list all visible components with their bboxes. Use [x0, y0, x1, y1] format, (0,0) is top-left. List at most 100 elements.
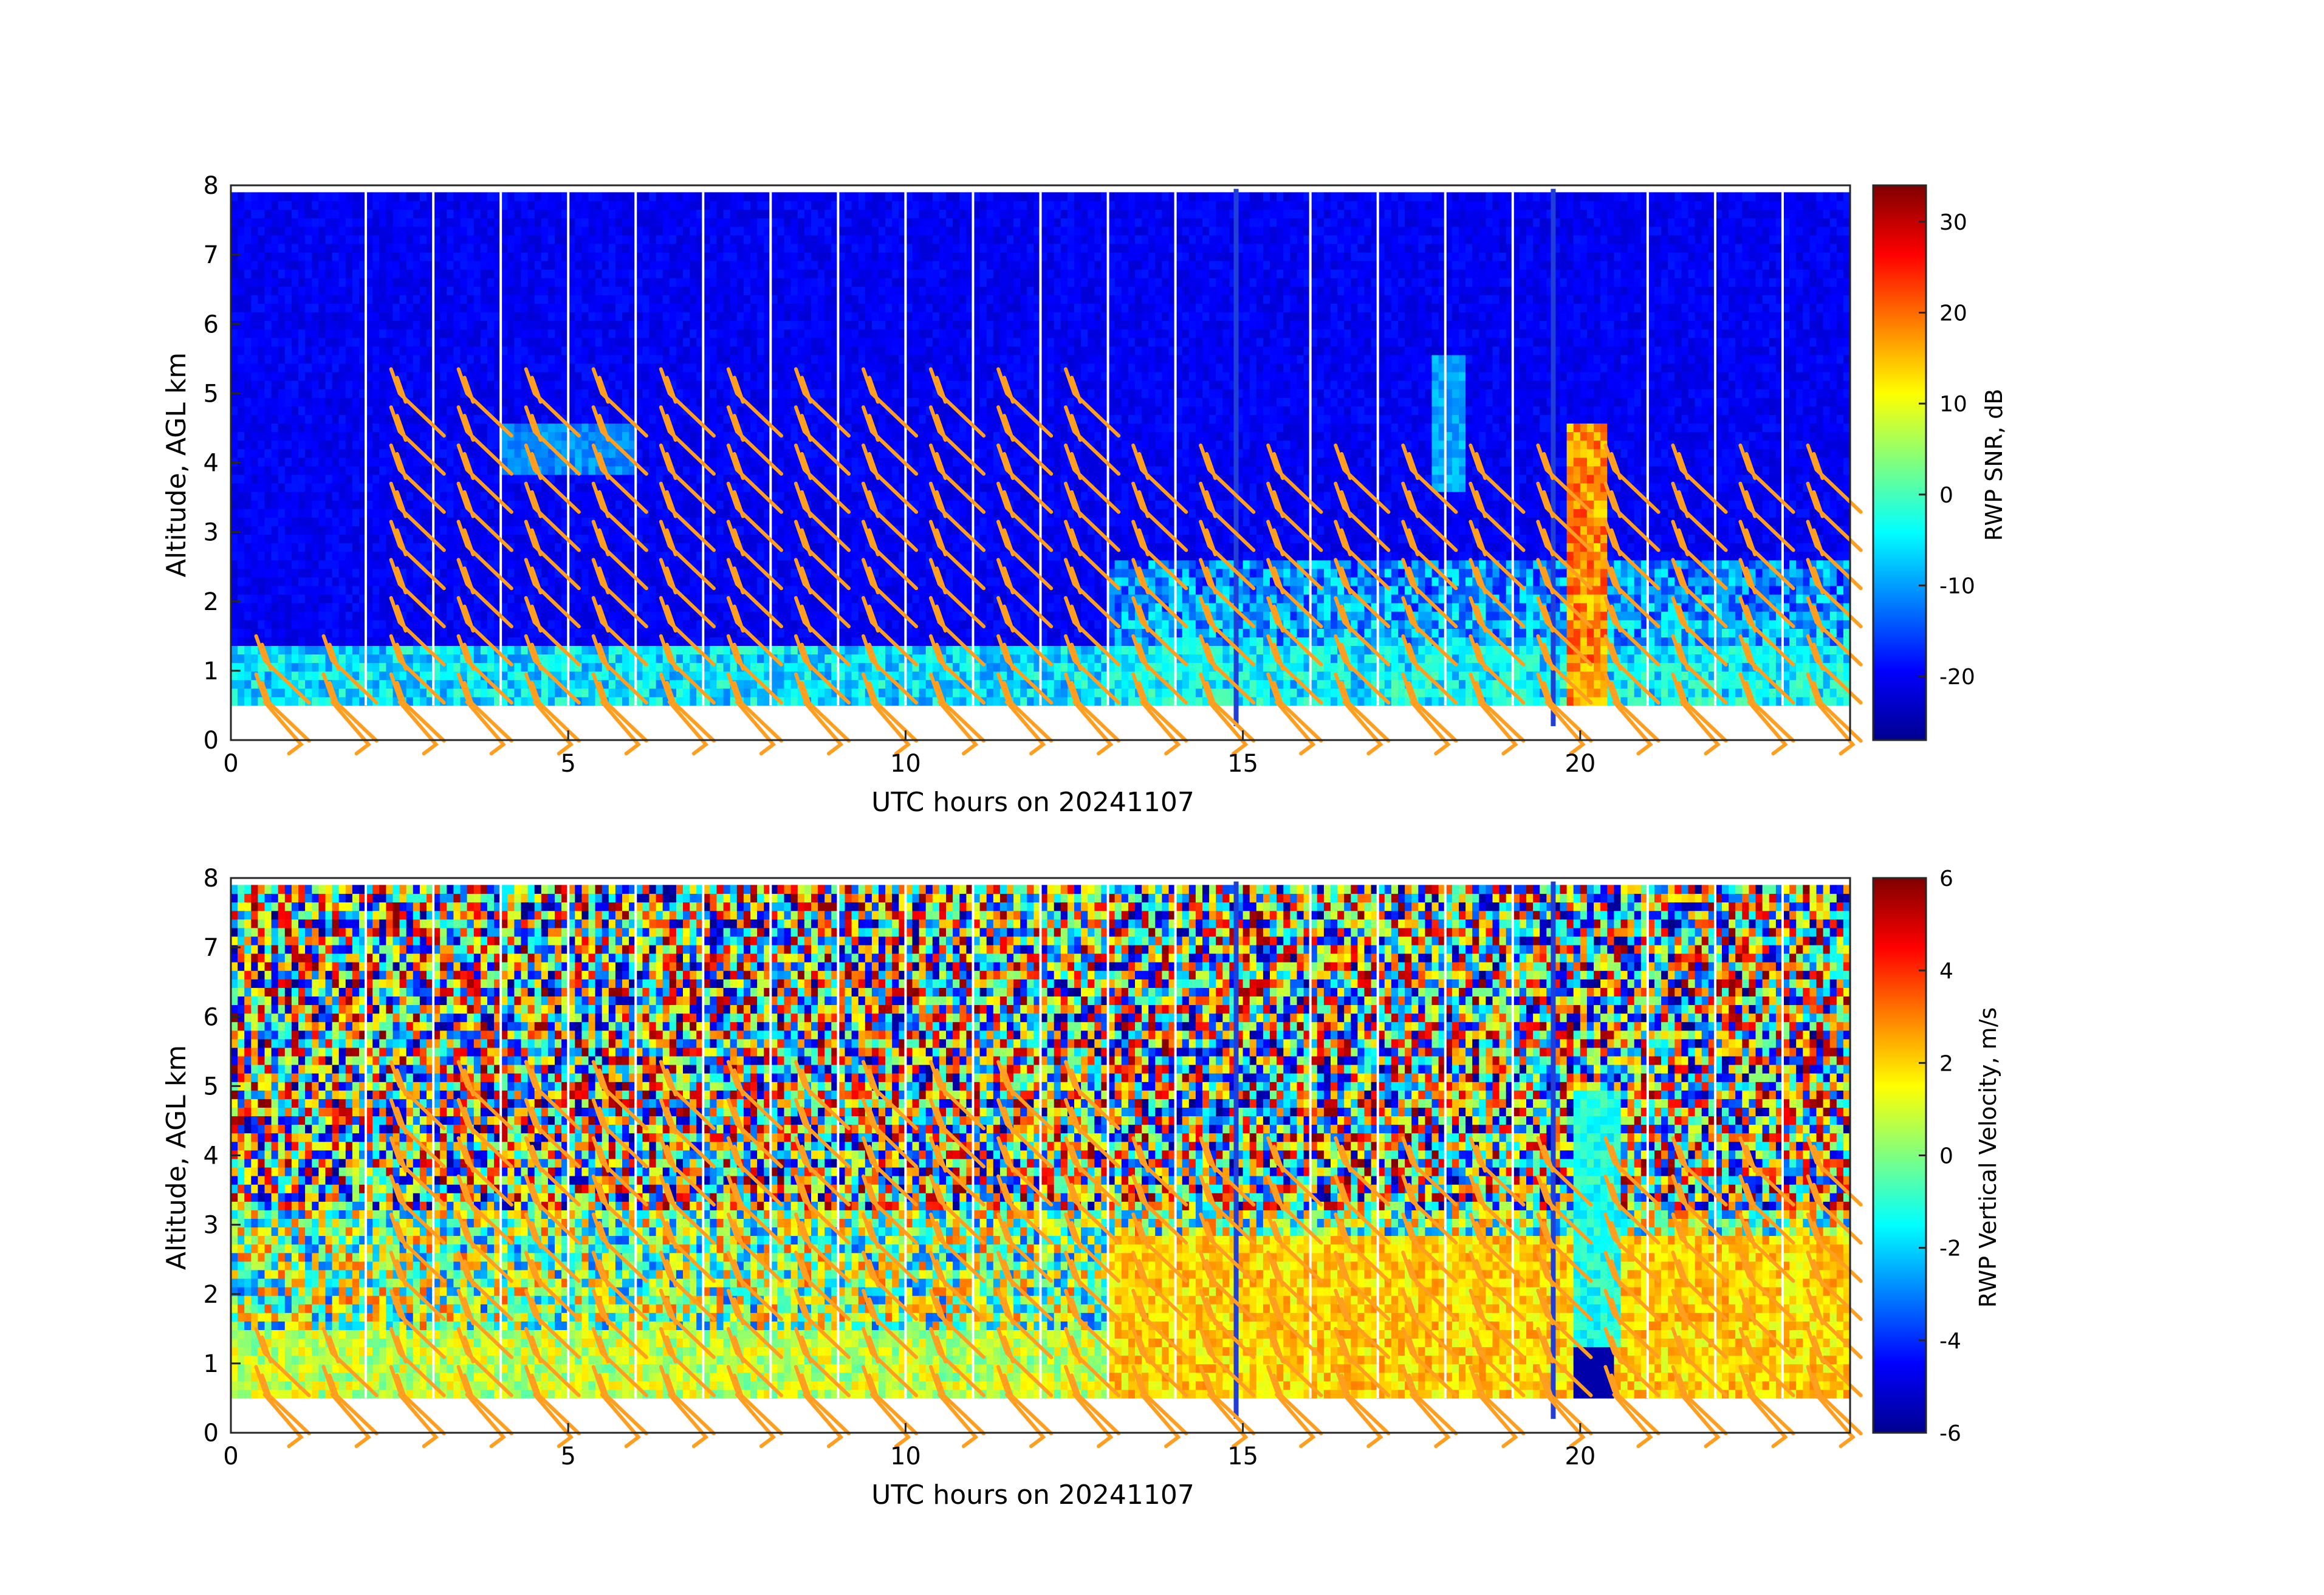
- heatmap-cell: [413, 354, 420, 364]
- heatmap-cell: [440, 465, 447, 475]
- heatmap-cell: [399, 337, 407, 347]
- heatmap-cell: [629, 372, 636, 381]
- heatmap-cell: [271, 696, 279, 706]
- heatmap-cell: [501, 261, 508, 270]
- heatmap-cell: [386, 543, 394, 552]
- heatmap-cell: [258, 192, 266, 202]
- heatmap-cell: [784, 568, 792, 578]
- heatmap-cell: [494, 483, 501, 492]
- heatmap-cell: [690, 252, 697, 261]
- heatmap-cell: [291, 218, 299, 227]
- heatmap-cell: [447, 406, 454, 415]
- heatmap-cell: [338, 209, 346, 219]
- heatmap-cell: [298, 329, 306, 338]
- heatmap-cell: [487, 286, 495, 295]
- heatmap-cell: [447, 474, 454, 484]
- heatmap-cell: [325, 465, 333, 475]
- heatmap-cell: [615, 465, 623, 475]
- heatmap-cell: [366, 628, 373, 637]
- heatmap-cell: [507, 517, 515, 526]
- heatmap-cell: [764, 346, 771, 355]
- heatmap-cell: [743, 372, 751, 381]
- heatmap-cell: [487, 226, 495, 236]
- heatmap-cell: [440, 517, 447, 526]
- heatmap-cell: [372, 526, 380, 535]
- heatmap-cell: [736, 534, 744, 544]
- heatmap-cell: [770, 363, 778, 372]
- heatmap-cell: [575, 278, 582, 287]
- heatmap-cell: [487, 218, 495, 227]
- heatmap-cell: [325, 431, 333, 441]
- heatmap-cell: [312, 594, 319, 603]
- heatmap-cell: [575, 295, 582, 304]
- heatmap-cell: [453, 337, 461, 347]
- heatmap-cell: [636, 603, 643, 612]
- heatmap-cell: [642, 303, 650, 313]
- heatmap-cell: [487, 654, 495, 664]
- heatmap-cell: [453, 295, 461, 304]
- heatmap-cell: [251, 500, 258, 509]
- heatmap-cell: [332, 372, 340, 381]
- heatmap-cell: [696, 209, 704, 219]
- heatmap-cell: [460, 662, 468, 672]
- heatmap-cell: [514, 243, 522, 253]
- heatmap-cell: [690, 662, 697, 672]
- heatmap-cell: [433, 620, 440, 629]
- heatmap-cell: [501, 346, 508, 355]
- heatmap-cell: [588, 397, 596, 406]
- heatmap-cell: [743, 363, 751, 372]
- heatmap-cell: [723, 603, 731, 612]
- heatmap-cell: [386, 286, 394, 295]
- heatmap-cell: [575, 261, 582, 270]
- heatmap-cell: [595, 337, 603, 347]
- heatmap-cell: [690, 235, 697, 244]
- heatmap-cell: [406, 457, 414, 467]
- heatmap-cell: [588, 500, 596, 509]
- heatmap-cell: [534, 671, 542, 681]
- heatmap-cell: [608, 440, 616, 450]
- heatmap-cell: [669, 526, 677, 535]
- heatmap-cell: [291, 585, 299, 595]
- heatmap-cell: [244, 671, 252, 681]
- heatmap-cell: [790, 611, 798, 620]
- heatmap-cell: [636, 517, 643, 526]
- heatmap-cell: [244, 551, 252, 561]
- heatmap-cell: [271, 603, 279, 612]
- heatmap-cell: [447, 389, 454, 398]
- heatmap-cell: [305, 585, 312, 595]
- heatmap-cell: [764, 389, 771, 398]
- heatmap-cell: [386, 363, 394, 372]
- heatmap-cell: [595, 500, 603, 509]
- heatmap-cell: [555, 406, 562, 415]
- heatmap-cell: [770, 320, 778, 330]
- heatmap-cell: [453, 551, 461, 561]
- heatmap-cell: [305, 465, 312, 475]
- heatmap-cell: [366, 543, 373, 552]
- heatmap-cell: [750, 363, 758, 372]
- heatmap-cell: [676, 261, 684, 270]
- heatmap-cell: [736, 517, 744, 526]
- heatmap-cell: [392, 218, 400, 227]
- heatmap-cell: [710, 312, 718, 321]
- heatmap-cell: [622, 243, 629, 253]
- heatmap-cell: [352, 688, 360, 698]
- heatmap-cell: [683, 201, 690, 210]
- heatmap-cell: [683, 585, 690, 595]
- heatmap-cell: [629, 560, 636, 569]
- heatmap-cell: [231, 696, 238, 706]
- heatmap-cell: [777, 414, 785, 424]
- heatmap-cell: [447, 500, 454, 509]
- heatmap-cell: [386, 483, 394, 492]
- heatmap-cell: [750, 209, 758, 219]
- heatmap-cell: [521, 406, 529, 415]
- heatmap-cell: [649, 423, 657, 433]
- heatmap-cell: [433, 372, 440, 381]
- heatmap-cell: [413, 337, 420, 347]
- heatmap-cell: [244, 679, 252, 689]
- heatmap-cell: [777, 611, 785, 620]
- heatmap-cell: [345, 645, 353, 655]
- heatmap-cell: [264, 380, 272, 389]
- heatmap-cell: [467, 218, 475, 227]
- heatmap-cell: [352, 662, 360, 672]
- heatmap-cell: [460, 637, 468, 646]
